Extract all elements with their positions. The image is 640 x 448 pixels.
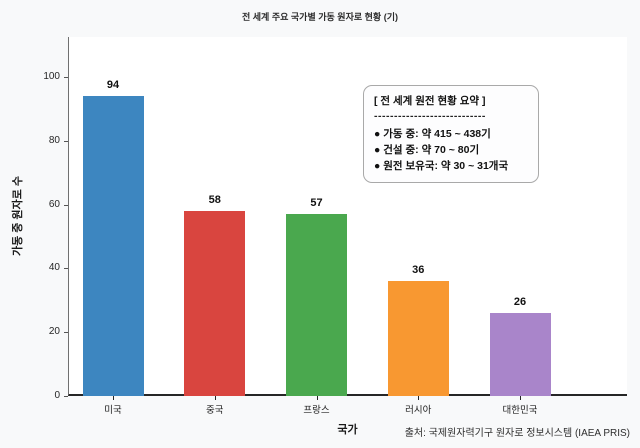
y-tick-label: 100 [43,71,60,82]
bar-value-label: 26 [513,296,527,309]
summary-title: [ 전 세계 원전 현황 요약 ] [374,95,486,107]
y-tick-mark [64,332,68,334]
bar-value-label: 36 [412,264,425,277]
y-tick-label: 20 [48,326,60,338]
y-tick-mark [64,268,68,270]
y-axis-label: 가동 중 원자로 수 [12,175,24,257]
x-tick-mark [113,396,114,400]
y-tick-mark [64,396,68,397]
bar [387,281,449,396]
x-tick-label: 대한민국 [502,405,538,416]
x-tick-label: 중국 [206,405,224,416]
bar [82,96,144,396]
y-tick-mark [64,204,68,206]
bar [184,210,246,396]
summary-item: ● 건설 중: 약 70 ~ 80기 [374,143,480,156]
source-note: 출처: 국제원자력기구 원자로 정보시스템 (IAEA PRIS) [404,428,630,439]
x-tick-label: 러시아 [405,405,432,416]
summary-items: ● 가동 중: 약 415 ~ 438기 ● 건설 중: 약 70 ~ 80기 ● … [374,126,528,175]
bar-value-label: 57 [310,197,323,210]
y-tick-mark [64,140,68,142]
bar-value-label: 94 [106,79,120,92]
bar [286,214,347,396]
x-tick-mark [520,396,521,400]
bar [489,313,551,396]
x-tick-mark [214,396,216,400]
x-axis-label: 국가 [337,424,358,436]
x-tick-mark [418,396,420,400]
summary-item: ● 가동 중: 약 415 ~ 438기 [374,127,491,140]
summary-box: [ 전 세계 원전 현황 요약 ] ----------------------… [363,85,539,184]
y-tick-label: 0 [54,390,60,401]
summary-divider: ---------------------------- [374,110,486,123]
bar-value-label: 58 [208,193,221,206]
y-tick-label: 40 [48,262,60,274]
y-tick-label: 80 [48,134,60,146]
y-tick-mark [64,77,68,78]
x-tick-label: 미국 [104,405,122,416]
y-tick-label: 60 [48,198,60,210]
summary-item: ● 원전 보유국: 약 30 ~ 31개국 [374,160,509,173]
x-tick-label: 프랑스 [303,405,330,416]
x-tick-mark [316,396,318,400]
chart-title: 전 세계 주요 국가별 가동 원자로 현황 (기) [242,12,398,22]
